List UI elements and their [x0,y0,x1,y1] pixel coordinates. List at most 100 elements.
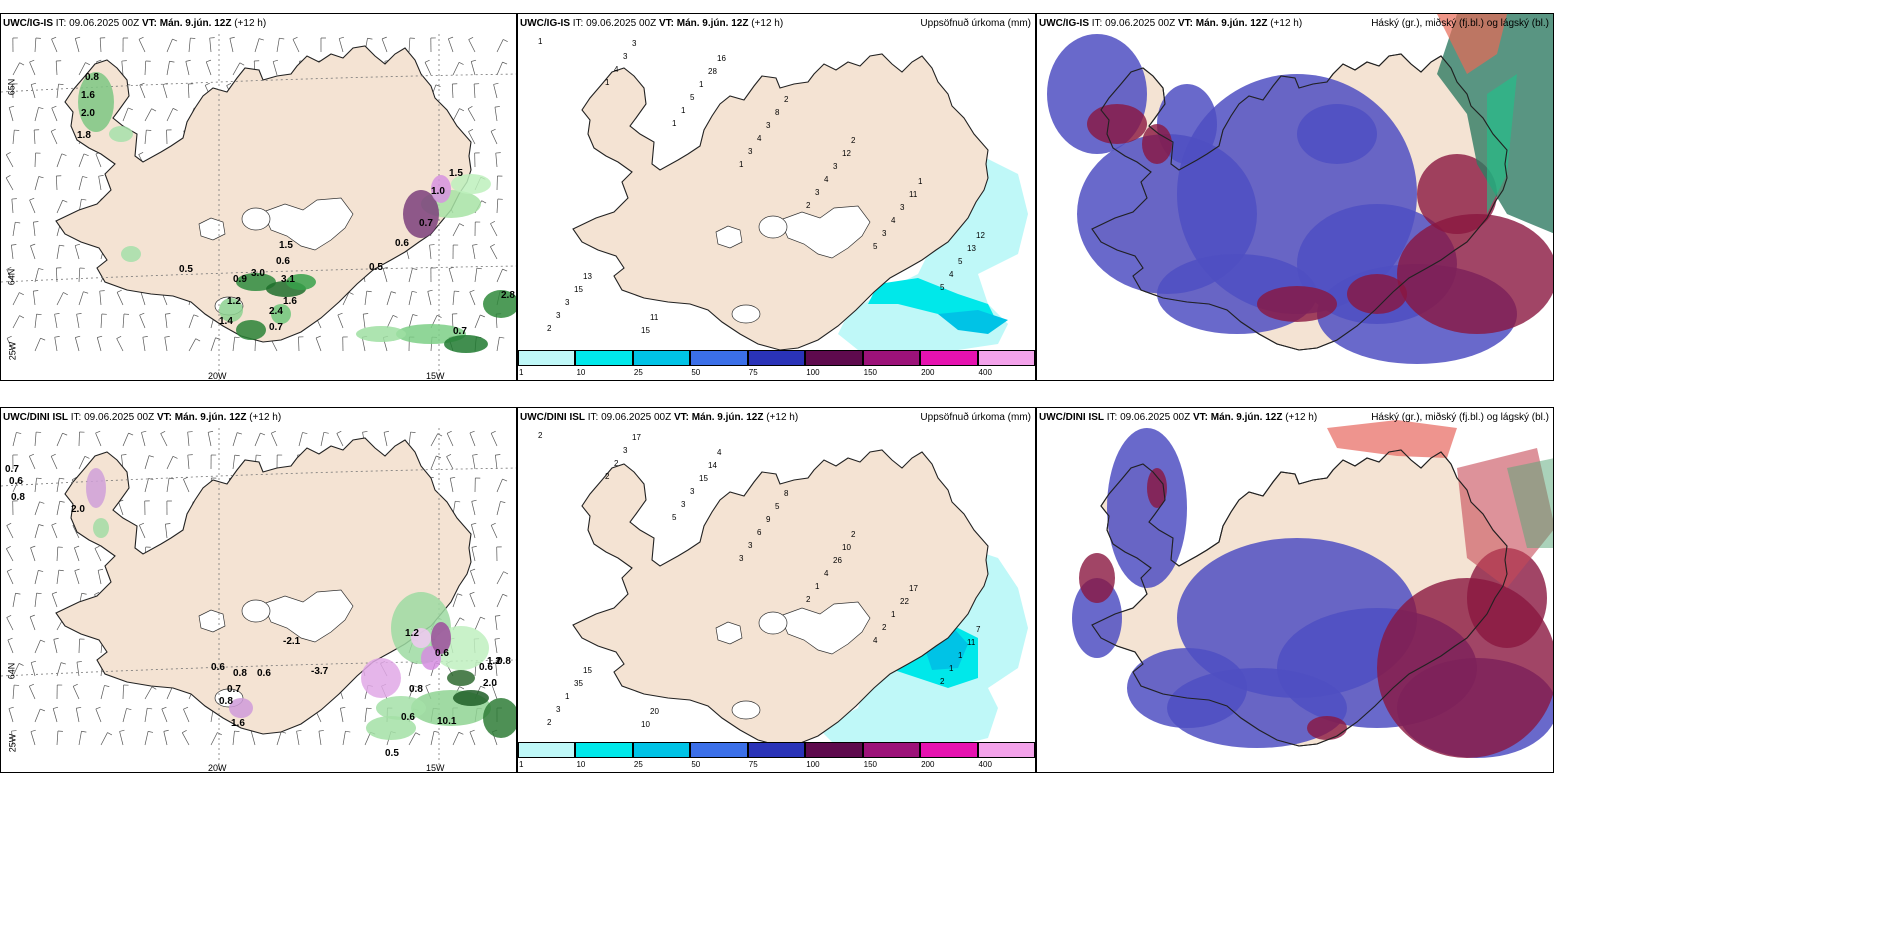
cloud-layers [1072,420,1553,758]
precip-value: 17 [909,584,918,593]
precip-value: 4 [891,216,896,225]
precip-value: 5 [775,502,780,511]
precip-patches [86,468,516,740]
precip-value: 4 [717,448,722,457]
precip-value: 4 [824,569,829,578]
wind-value: 0.5 [385,748,399,759]
lat-label: 25W [7,733,18,753]
wind-value: 2.0 [81,108,95,119]
precip-values: 2253242223312133364111171592622113510145… [538,431,981,729]
colorbar-swatch [518,350,576,366]
panel-subtitle: Háský (gr.), miðský (fj.bl.) og lágský (… [1371,412,1549,423]
lat-label: 25W [7,341,18,361]
precip-value: 5 [958,257,963,266]
wind-map[interactable]: 0.70.60.82.00.60.8 0.60.70.81.6-2.1-3.70.… [1,408,517,773]
wind-value: 1.5 [449,168,463,179]
wind-value: 2.0 [483,678,497,689]
wind-value: 0.7 [269,322,283,333]
precip-value: 1 [565,692,570,701]
wind-value: 1.2 [405,628,419,639]
colorbar-swatch [977,742,1035,758]
precip-value: 11 [909,190,918,199]
iceland-landmass [55,437,472,735]
precip-value: 3 [556,705,561,714]
precip-value: 2 [806,201,811,210]
precip-value: 3 [565,298,570,307]
colorbar-tick: 75 [748,760,758,769]
precip-value: 1 [605,78,610,87]
precip-colorbar: 1 10 25 50 75 100 150 200 400 [518,742,1035,772]
wind-value: 1.2 [487,656,501,667]
wind-value: 0.8 [11,492,25,503]
colorbar-tick: 25 [633,760,643,769]
precip-value: 11 [650,313,659,322]
precip-value: 3 [882,229,887,238]
wind-map[interactable]: 0.81.62.01.80.50.93.01.50.63.11.62.40.71… [1,14,517,381]
wind-values: 0.70.60.82.00.60.8 0.60.70.81.6-2.1-3.70.… [5,464,511,759]
precip-value: 1 [681,106,686,115]
panel-title: UWC/IG-IS IT: 09.06.2025 00Z VT: Mán. 9.… [3,18,267,29]
precip-map[interactable]: 1111255241333433544453313331315152881211… [518,14,1036,381]
panel-subtitle: Uppsöfnuð úrkoma (mm) [920,18,1031,29]
precip-value: 4 [757,134,762,143]
precip-value: 13 [967,244,976,253]
lat-label: 65N [6,78,17,96]
precip-value: 4 [614,65,619,74]
wind-value: 0.8 [85,72,99,83]
precip-value: 3 [748,147,753,156]
lon-label: 20W [208,371,227,381]
precip-value: 6 [757,528,762,537]
precip-value: 2 [614,459,619,468]
precip-value: 1 [672,119,677,128]
precip-value: 1 [815,582,820,591]
wind-value: 0.9 [233,274,247,285]
precip-value: 2 [538,431,543,440]
lat-label: 64N [6,268,17,286]
precip-value: 12 [842,149,851,158]
precip-value: 3 [556,311,561,320]
colorbar-tick: 100 [806,368,820,377]
precip-patches [78,72,516,353]
precip-value: 8 [775,108,780,117]
precip-value: 3 [748,541,753,550]
wind-value: 1.4 [219,316,233,327]
colorbar-tick: 50 [691,760,701,769]
precip-value: 1 [949,664,954,673]
colorbar-swatch [632,350,691,366]
precip-value: 4 [873,636,878,645]
precip-value: 3 [815,188,820,197]
precip-value: 2 [940,677,945,686]
panel-title: UWC/IG-IS IT: 09.06.2025 00Z VT: Mán. 9.… [520,18,784,29]
precip-value: 3 [690,487,695,496]
precip-value: 5 [873,242,878,251]
precip-value: 1 [918,177,923,186]
panel-precip-top: UWC/IG-IS IT: 09.06.2025 00Z VT: Mán. 9.… [517,13,1036,381]
colorbar-tick: 1 [519,368,524,377]
cloud-map[interactable] [1037,14,1554,381]
panel-title: UWC/DINI ISL IT: 09.06.2025 00Z VT: Mán.… [1039,412,1318,423]
wind-values: 0.81.62.01.80.50.93.01.50.63.11.62.40.71… [77,72,515,337]
precip-value: 16 [717,54,726,63]
precip-value: 3 [681,500,686,509]
wind-value: 0.7 [419,218,433,229]
precip-value: 1 [699,80,704,89]
precip-value: 26 [833,556,842,565]
precip-value: 20 [650,707,659,716]
precip-value: 15 [583,666,592,675]
wind-value: 0.8 [409,684,423,695]
precip-value: 17 [632,433,641,442]
colorbar-swatch [747,742,806,758]
iceland-landmass [1091,53,1508,351]
colorbar-swatch [920,742,978,758]
precip-value: 9 [766,515,771,524]
wind-value: 2.0 [71,504,85,515]
precip-value: 2 [547,324,552,333]
colorbar-swatch [632,742,691,758]
precip-value: 5 [690,93,695,102]
colorbar-swatch [805,350,863,366]
precip-map[interactable]: 2253242223312133364111171592622113510145… [518,408,1036,773]
colorbar-swatch [575,742,633,758]
cloud-map[interactable] [1037,408,1554,773]
iceland-landmass [572,53,989,351]
precip-value: 7 [976,625,981,634]
